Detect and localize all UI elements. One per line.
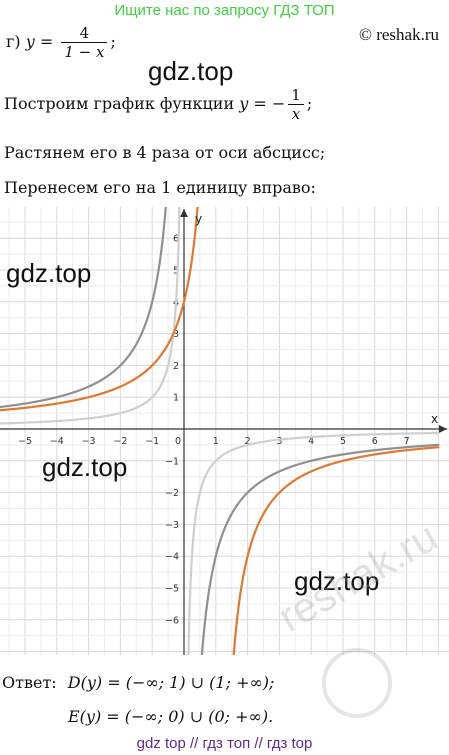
x-tick-label: 0 <box>175 436 181 447</box>
problem-y: y <box>25 32 35 51</box>
problem-line: г) y = 4 1 − x ; <box>6 24 116 61</box>
y-tick-label: 2 <box>173 361 179 372</box>
curves <box>0 207 440 655</box>
y-tick-label: 1 <box>173 393 179 404</box>
x-axis-label: x <box>431 412 438 426</box>
y-tick-label: −5 <box>165 584 179 595</box>
x-tick-label: −5 <box>18 436 32 447</box>
answer-line-1: Ответ: D(y) = (−∞; 1) ∪ (1; +∞); <box>2 673 274 692</box>
step-1-denominator: x <box>291 105 301 123</box>
x-tick-label: 4 <box>308 436 314 447</box>
curve-series-0-branch-1 <box>187 431 440 655</box>
curve-series-1-branch-0 <box>0 207 167 409</box>
answer-domain: D(y) = (−∞; 1) ∪ (1; +∞); <box>67 673 275 692</box>
problem-numerator: 4 <box>61 24 108 43</box>
curve-series-1-branch-1 <box>200 443 440 655</box>
watermark-gdz-1: gdz.top <box>148 56 234 86</box>
step-1-y: y <box>239 94 249 113</box>
problem-fraction: 4 1 − x <box>61 24 108 61</box>
watermark-gdz-3: gdz.top <box>42 452 128 482</box>
problem-eq: = <box>39 32 54 51</box>
y-tick-label: −6 <box>165 615 179 626</box>
curve-series-0-branch-0 <box>0 207 181 425</box>
y-tick-label: 6 <box>173 234 179 245</box>
x-tick-label: 7 <box>404 436 410 447</box>
watermark-gdz-4: gdz.top <box>294 566 380 596</box>
y-tick-label: 3 <box>173 329 179 340</box>
problem-label: г) <box>6 32 21 51</box>
x-tick-label: 3 <box>276 436 282 447</box>
step-1-fraction: 1 x <box>288 86 304 123</box>
x-tick-label: −3 <box>82 436 96 447</box>
answer-label: Ответ: <box>2 673 57 692</box>
curve-series-2-branch-1 <box>232 446 440 655</box>
site-credit: © reshak.ru <box>359 25 439 44</box>
copyright-circle-icon <box>322 648 392 718</box>
x-tick-label: 5 <box>340 436 346 447</box>
x-tick-label: 1 <box>213 436 219 447</box>
y-tick-label: 5 <box>173 266 179 277</box>
problem-tail: ; <box>110 32 116 51</box>
answer-line-2: E(y) = (−∞; 0) ∪ (0; +∞). <box>68 707 274 726</box>
x-tick-label: −1 <box>145 436 159 447</box>
x-tick-label: −4 <box>50 436 64 447</box>
step-1-numerator: 1 <box>288 86 304 105</box>
y-tick-label: −3 <box>165 520 179 531</box>
step-2: Растянем его в 4 раза от оси абсцисс; <box>4 143 326 162</box>
step-1: Построим график функции y = − 1 x ; <box>4 86 312 123</box>
y-axis-arrow <box>180 209 188 217</box>
step-1-eq: = − <box>253 94 286 113</box>
watermark-gdz-2: gdz.top <box>6 258 92 288</box>
step-1-text: Построим график функции <box>4 94 235 113</box>
y-tick-label: −4 <box>165 552 179 563</box>
x-axis-arrow <box>439 425 447 433</box>
y-tick-label: −2 <box>165 488 179 499</box>
search-banner: Ищите нас по запросу ГДЗ ТОП <box>114 2 335 19</box>
curve-series-2-branch-0 <box>0 207 199 412</box>
step-1-tail: ; <box>306 94 313 113</box>
y-axis-label: y <box>195 212 202 226</box>
x-tick-label: −2 <box>113 436 127 447</box>
problem-denominator: 1 − x <box>64 43 105 61</box>
x-tick-label: 2 <box>245 436 251 447</box>
y-tick-label: −1 <box>165 456 179 467</box>
x-tick-label: 6 <box>372 436 378 447</box>
axes <box>0 209 447 655</box>
step-3: Перенесем его на 1 единицу вправо: <box>4 178 316 197</box>
footer-links: gdz top // гдз топ // гдз top <box>136 735 313 752</box>
